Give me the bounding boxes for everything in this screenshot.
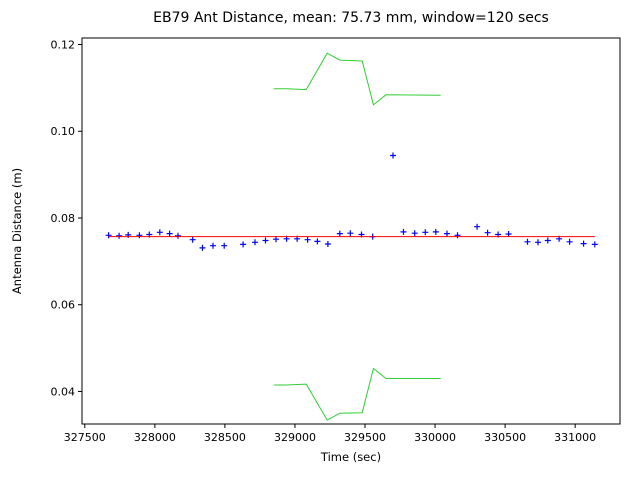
x-tick-label: 331000 [554,431,596,444]
upper-window-band [273,52,441,106]
x-tick-label: 329000 [274,431,316,444]
y-tick-label: 0.08 [51,212,76,225]
y-tick-label: 0.12 [51,39,76,52]
x-tick-label: 330000 [414,431,456,444]
y-tick-label: 0.10 [51,125,76,138]
x-tick-label: 328500 [204,431,246,444]
y-tick-label: 0.04 [51,385,76,398]
x-tick-label: 328000 [134,431,176,444]
x-tick-label: 330500 [484,431,526,444]
x-axis-label: Time (sec) [320,450,382,464]
lower-window-band [273,367,441,421]
chart-title: EB79 Ant Distance, mean: 75.73 mm, windo… [153,10,549,26]
antenna-distance-points [105,152,598,251]
x-tick-label: 329500 [344,431,386,444]
y-tick-label: 0.06 [51,299,76,312]
x-tick-label: 327500 [64,431,106,444]
axes-frame [81,37,621,425]
